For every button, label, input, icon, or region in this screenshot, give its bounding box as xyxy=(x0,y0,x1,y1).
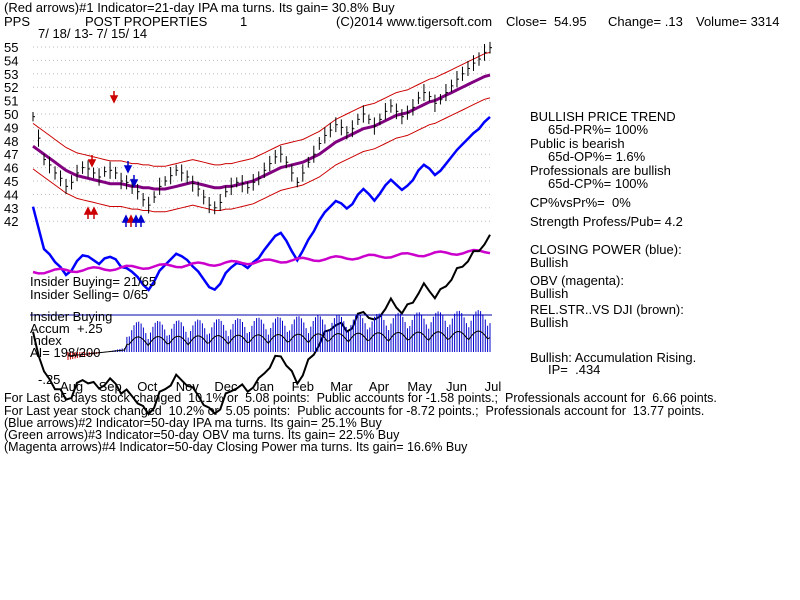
month-tick-label: Mar xyxy=(330,379,353,394)
signal-arrow xyxy=(131,214,141,227)
price-tick-label: 54 xyxy=(4,53,18,68)
price-tick-label: 53 xyxy=(4,67,18,82)
price-bars xyxy=(32,41,492,215)
close-value: Close= 54.95 xyxy=(506,14,587,29)
relative-strength-line xyxy=(32,234,491,416)
company-name: POST PROPERTIES xyxy=(85,14,208,29)
lower-band-line xyxy=(32,97,491,213)
obv-status: Bullish xyxy=(530,286,569,301)
month-tick-label: Jan xyxy=(253,379,274,394)
closing-power-label: CLOSING POWER (blue): xyxy=(530,242,682,257)
month-tick-label: May xyxy=(407,379,432,394)
relstr-status: Bullish xyxy=(530,315,569,330)
signal-arrow xyxy=(126,214,136,227)
accumulation-ma-line xyxy=(67,330,491,357)
price-tick-label: 44 xyxy=(4,187,18,202)
date-range: 7/ 18/ 13- 7/ 15/ 14 xyxy=(38,26,148,41)
price-tick-label: 55 xyxy=(4,40,18,55)
copyright: (C)2014 www.tigersoft.com xyxy=(336,14,493,29)
signal-arrow xyxy=(129,175,139,188)
symbol: PPS xyxy=(4,14,31,29)
footer-blue-arrows: (Blue arrows)#2 Indicator=50-day IPA ma … xyxy=(4,416,382,430)
relstr-label: REL.STR..VS DJI (brown): xyxy=(530,302,684,317)
month-axis-labels: Aug Sep Oct Nov Dec Jan Feb Mar Apr May Jun Jul xyxy=(60,379,501,394)
public-bearish: Public is bearish xyxy=(530,136,625,151)
obv-line xyxy=(32,248,491,275)
signal-arrow xyxy=(136,214,146,227)
signal-arrows xyxy=(83,91,146,227)
insider-buying-label: Insider Buying xyxy=(30,309,113,324)
insider-buying-count: Insider Buying= 21/65 xyxy=(30,274,157,289)
index-label: Index xyxy=(30,333,62,348)
footer-year: For Last year stock changed 10.2% or 5.0… xyxy=(4,404,705,418)
footer-65day: For Last 65 days stock changed 10.1% or … xyxy=(4,391,717,405)
upper-band-line xyxy=(32,51,491,167)
price-tick-label: 51 xyxy=(4,94,18,109)
pros-bullish: Professionals are bullish xyxy=(530,163,671,178)
month-tick-label: Oct xyxy=(137,379,158,394)
price-tick-label: 48 xyxy=(4,134,18,149)
month-tick-label: Jun xyxy=(446,379,467,394)
price-tick-label: 42 xyxy=(4,214,18,229)
price-grid xyxy=(33,46,490,222)
bullish-trend-title: BULLISH PRICE TREND xyxy=(530,109,676,124)
panel-number: 1 xyxy=(240,14,248,29)
obv-label: OBV (magenta): xyxy=(530,273,624,288)
accum-label: Accum +.25 xyxy=(30,321,103,336)
signal-arrow xyxy=(109,91,119,104)
cp-vs-pr: CP%vsPr%= 0% xyxy=(530,195,631,210)
volume-value: Volume= 3314 xyxy=(696,14,780,29)
price-tick-label: 49 xyxy=(4,120,18,135)
op-value: 65d-OP%= 1.6% xyxy=(548,149,646,164)
closing-power-status: Bullish xyxy=(530,255,569,270)
price-tick-label: 47 xyxy=(4,147,18,162)
price-tick-label: 45 xyxy=(4,174,18,189)
month-tick-label: Jul xyxy=(485,379,502,394)
footer-green-arrows: (Green arrows)#3 Indicator=50-day OBV ma… xyxy=(4,428,400,442)
price-tick-label: 52 xyxy=(4,80,18,95)
price-tick-label: 50 xyxy=(4,107,18,122)
price-tick-label: 43 xyxy=(4,201,18,216)
signal-arrow xyxy=(121,214,131,227)
signal-arrow xyxy=(123,161,133,174)
strength-ratio: Strength Profess/Pub= 4.2 xyxy=(530,214,683,229)
footer-magenta-arrows: (Magenta arrows)#4 Indicator=50-day Clos… xyxy=(4,440,468,454)
moving-average-line xyxy=(32,73,491,191)
minus-quarter-label: -.25 xyxy=(38,372,61,387)
change-value: Change= .13 xyxy=(608,14,683,29)
month-tick-label: Apr xyxy=(369,379,390,394)
closing-power-line xyxy=(31,115,491,292)
pr-value: 65d-PR%= 100% xyxy=(548,122,649,137)
signal-arrow xyxy=(89,206,99,219)
accumulation-status: Bullish: Accumulation Rising. xyxy=(530,350,697,365)
signal-arrow xyxy=(87,155,97,168)
ip-value: IP= .434 xyxy=(548,362,601,377)
insider-selling-count: Insider Selling= 0/65 xyxy=(30,287,149,302)
price-tick-label: 46 xyxy=(4,161,18,176)
cp-value: 65d-CP%= 100% xyxy=(548,176,649,191)
header-indicator-line: (Red arrows)#1 Indicator=21-day IPA ma t… xyxy=(4,0,395,15)
ai-value: AI= 198/200 xyxy=(30,345,101,360)
signal-arrow xyxy=(83,206,93,219)
